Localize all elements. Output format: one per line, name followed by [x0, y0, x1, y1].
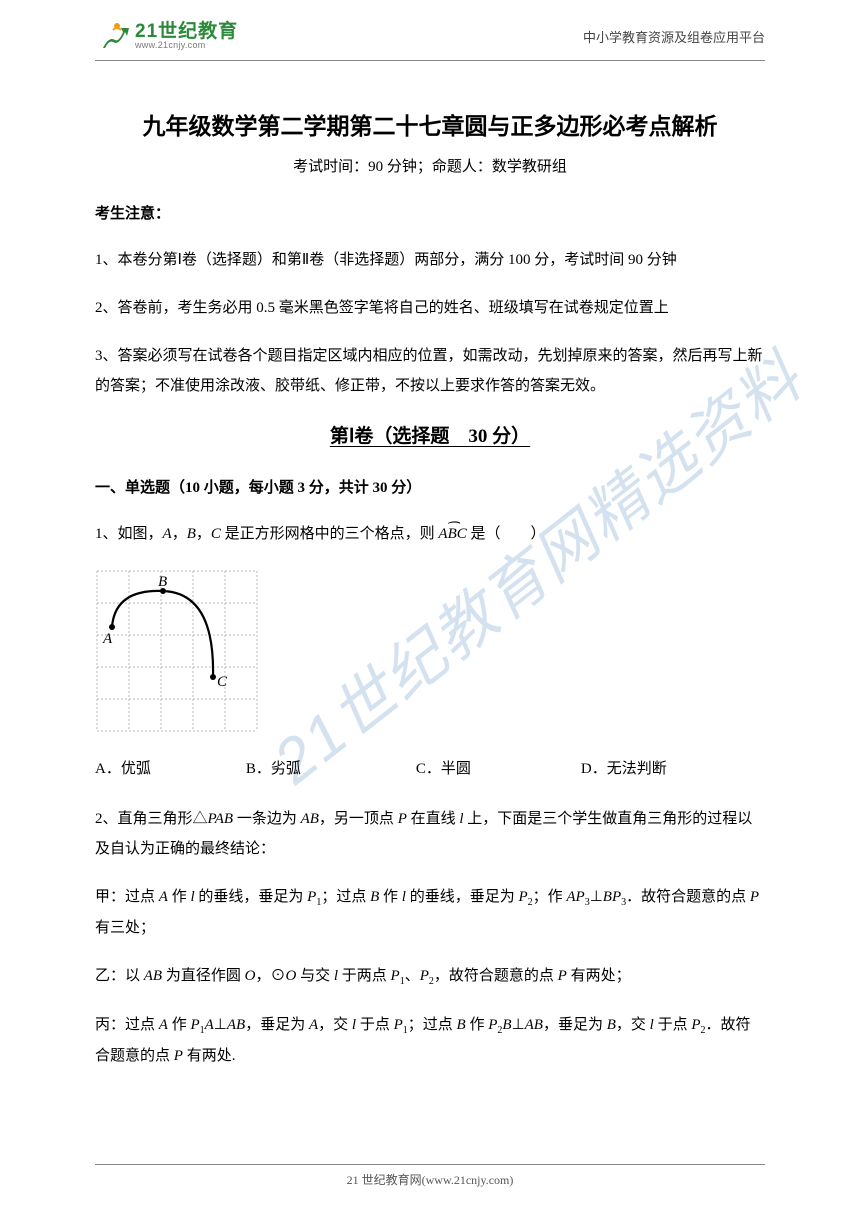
question-2-yi: 乙：以 AB 为直径作圆 O，⊙O 与交 l 于两点 P1、P2，故符合题意的点…: [95, 961, 765, 992]
q1-mid: 是正方形网格中的三个格点，则: [221, 526, 439, 542]
grid-figure: A B C: [95, 569, 255, 729]
svg-text:A: A: [102, 631, 113, 647]
q1-prefix: 1、如图，: [95, 526, 163, 542]
svg-text:C: C: [217, 674, 228, 690]
notice-1: 1、本卷分第Ⅰ卷（选择题）和第Ⅱ卷（非选择题）两部分，满分 100 分，考试时间…: [95, 245, 765, 275]
option-a: A．优弧: [95, 757, 151, 778]
q1-options: A．优弧 B．劣弧 C．半圆 D．无法判断: [95, 757, 765, 778]
question-1: 1、如图，A，B，C 是正方形网格中的三个格点，则 ABC 是（ ）: [95, 519, 765, 549]
question-2-bing: 丙：过点 A 作 P1A⊥AB，垂足为 A，交 l 于点 P1；过点 B 作 P…: [95, 1010, 765, 1071]
page-title: 九年级数学第二学期第二十七章圆与正多边形必考点解析: [95, 107, 765, 141]
notice-title: 考生注意：: [95, 202, 765, 223]
question-header: 一、单选题（10 小题，每小题 3 分，共计 30 分）: [95, 476, 765, 497]
notice-2: 2、答卷前，考生务必用 0.5 毫米黑色签字笔将自己的姓名、班级填写在试卷规定位…: [95, 293, 765, 323]
footer-text: 21 世纪教育网(www.21cnjy.com): [95, 1171, 765, 1188]
option-c: C．半圆: [416, 757, 471, 778]
logo-sub-text: www.21cnjy.com: [135, 41, 238, 50]
page-header: 21世纪教育 www.21cnjy.com 中小学教育资源及组卷应用平台: [0, 0, 860, 58]
logo: 21世纪教育 www.21cnjy.com: [95, 18, 238, 54]
logo-text: 21世纪教育 www.21cnjy.com: [135, 22, 238, 50]
arc-abc: ABC: [438, 519, 466, 549]
section-1-title: 第Ⅰ卷（选择题 30 分）: [95, 421, 765, 448]
page-footer: 21 世纪教育网(www.21cnjy.com): [95, 1164, 765, 1188]
logo-main-text: 21世纪教育: [135, 22, 238, 41]
footer-divider: [95, 1164, 765, 1165]
question-2-jia: 甲：过点 A 作 l 的垂线，垂足为 P1；过点 B 作 l 的垂线，垂足为 P…: [95, 882, 765, 943]
q1-suffix: 是（ ）: [467, 526, 546, 542]
svg-text:B: B: [158, 574, 167, 590]
notice-3: 3、答案必须写在试卷各个题目指定区域内相应的位置，如需改动，先划掉原来的答案，然…: [95, 341, 765, 401]
option-b: B．劣弧: [246, 757, 301, 778]
option-d: D．无法判断: [581, 757, 667, 778]
q1-points: A: [163, 526, 172, 542]
question-2-line1: 2、直角三角形△PAB 一条边为 AB，另一顶点 P 在直线 l 上，下面是三个…: [95, 804, 765, 864]
logo-icon: [95, 18, 131, 54]
header-right-text: 中小学教育资源及组卷应用平台: [583, 27, 765, 46]
subtitle: 考试时间：90 分钟；命题人：数学教研组: [95, 155, 765, 176]
